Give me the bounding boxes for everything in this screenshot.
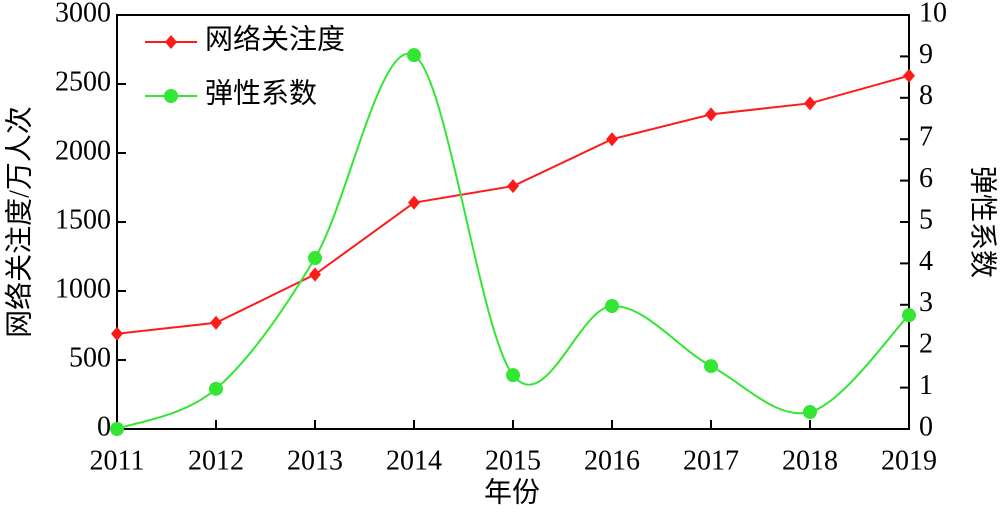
y-tick-label: 3000 (55, 0, 111, 28)
y-tick-label: 2500 (55, 66, 111, 97)
marker (408, 195, 420, 210)
series-line (116, 52, 910, 430)
marker (803, 405, 817, 420)
legend-marker (164, 89, 178, 103)
y2-tick-label: 5 (919, 204, 933, 235)
x-tick-label: 2017 (683, 445, 739, 476)
marker (506, 368, 520, 383)
marker (605, 299, 619, 314)
y2-tick-label: 7 (919, 122, 933, 153)
marker (210, 315, 222, 330)
y-tick-label: 2000 (55, 135, 111, 166)
marker (308, 251, 322, 266)
y2-axis-label: 弹性系数 (967, 166, 999, 278)
marker (902, 308, 916, 323)
x-tick-label: 2011 (90, 445, 145, 476)
y2-tick-label: 4 (919, 246, 933, 277)
y2-tick-label: 8 (919, 80, 933, 111)
marker (606, 132, 618, 147)
marker (209, 381, 223, 396)
y-tick-label: 0 (97, 411, 111, 442)
x-tick-label: 2013 (287, 445, 343, 476)
y-axis-label: 网络关注度/万人次 (3, 106, 35, 338)
marker (110, 422, 124, 436)
y2-tick-label: 0 (919, 411, 933, 442)
marker (507, 179, 519, 194)
x-tick-label: 2019 (881, 445, 937, 476)
x-axis-label: 年份 (484, 476, 540, 508)
x-tick-label: 2016 (584, 445, 640, 476)
marker (804, 96, 816, 111)
y-tick-label: 1000 (55, 273, 111, 304)
marker (407, 48, 421, 63)
y2-tick-label: 3 (919, 287, 933, 318)
y2-tick-label: 2 (919, 329, 933, 360)
marker (704, 359, 718, 374)
marker (903, 68, 915, 83)
y2-tick-label: 1 (919, 370, 933, 401)
legend-marker (165, 35, 177, 49)
x-tick-label: 2014 (386, 445, 442, 476)
legend-label: 网络关注度 (205, 23, 345, 55)
legend-label: 弹性系数 (205, 77, 317, 109)
x-tick-label: 2012 (188, 445, 244, 476)
y-tick-label: 1500 (55, 204, 111, 235)
y2-tick-label: 6 (919, 163, 933, 194)
y2-tick-label: 9 (919, 39, 933, 70)
y-tick-label: 500 (69, 342, 111, 373)
y2-tick-label: 10 (919, 0, 947, 28)
marker (111, 326, 123, 341)
x-tick-label: 2018 (782, 445, 838, 476)
marker (705, 107, 717, 122)
plot-frame (116, 14, 910, 430)
x-tick-label: 2015 (485, 445, 541, 476)
marker (309, 267, 321, 282)
series-line (116, 74, 910, 335)
